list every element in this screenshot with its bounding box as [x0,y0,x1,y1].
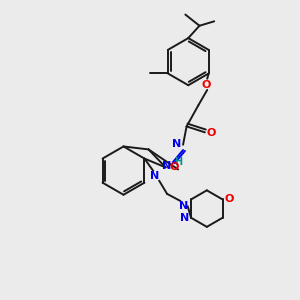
Text: O: O [201,80,211,90]
Text: O: O [170,162,179,172]
Text: O: O [224,194,234,205]
Text: N: N [179,201,188,211]
Text: N: N [172,139,181,149]
Text: H: H [174,157,182,167]
Text: N: N [150,171,159,181]
Text: N: N [162,161,171,171]
Text: O: O [207,128,216,138]
Text: N: N [180,213,189,223]
